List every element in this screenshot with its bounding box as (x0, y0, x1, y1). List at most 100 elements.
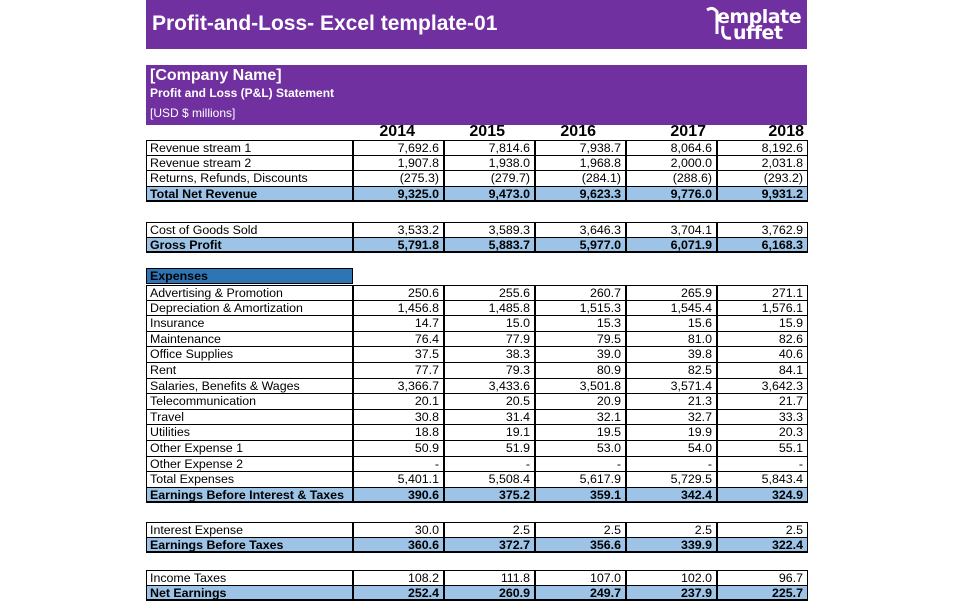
value-cell[interactable]: (284.1) (535, 171, 626, 187)
value-cell[interactable]: 15.3 (535, 316, 626, 332)
value-cell[interactable]: 3,704.1 (626, 222, 717, 238)
value-cell[interactable]: 1,485.8 (444, 300, 535, 317)
row-label-cell[interactable]: Income Taxes (146, 570, 353, 586)
value-cell[interactable]: 77.7 (353, 363, 444, 379)
value-cell[interactable]: 6,071.9 (626, 237, 717, 254)
value-cell[interactable]: 1,515.3 (535, 300, 626, 317)
value-cell[interactable]: 390.6 (353, 487, 444, 504)
value-cell[interactable]: - (353, 456, 444, 473)
row-label-cell[interactable]: Office Supplies (146, 347, 353, 363)
value-cell[interactable]: 1,907.8 (353, 155, 444, 172)
value-cell[interactable]: 19.5 (535, 425, 626, 441)
row-label-cell[interactable]: Revenue stream 1 (146, 140, 353, 156)
value-cell[interactable]: 9,325.0 (353, 186, 444, 203)
value-cell[interactable]: 342.4 (626, 487, 717, 504)
value-cell[interactable]: 107.0 (535, 570, 626, 586)
value-cell[interactable]: 38.3 (444, 347, 535, 363)
value-cell[interactable]: 5,508.4 (444, 472, 535, 488)
row-label-cell[interactable]: Other Expense 2 (146, 456, 353, 473)
value-cell[interactable]: 375.2 (444, 487, 535, 504)
value-cell[interactable]: 3,501.8 (535, 378, 626, 395)
value-cell[interactable]: 322.4 (717, 537, 808, 554)
value-cell[interactable]: 2.5 (535, 522, 626, 538)
value-cell[interactable]: 271.1 (717, 285, 808, 301)
value-cell[interactable]: 55.1 (717, 441, 808, 457)
value-cell[interactable]: 54.0 (626, 441, 717, 457)
value-cell[interactable]: 21.7 (717, 394, 808, 410)
value-cell[interactable]: 359.1 (535, 487, 626, 504)
value-cell[interactable]: 7,938.7 (535, 140, 626, 156)
value-cell[interactable]: 14.7 (353, 316, 444, 332)
value-cell[interactable]: 102.0 (626, 570, 717, 586)
value-cell[interactable]: 21.3 (626, 394, 717, 410)
value-cell[interactable]: 1,938.0 (444, 155, 535, 172)
row-label-cell[interactable]: Total Expenses (146, 472, 353, 488)
row-label-cell[interactable]: Expenses (146, 268, 353, 284)
value-cell[interactable]: 3,642.3 (717, 378, 808, 395)
value-cell[interactable]: 15.6 (626, 316, 717, 332)
value-cell[interactable]: 260.9 (444, 585, 535, 602)
value-cell[interactable]: 80.9 (535, 363, 626, 379)
value-cell[interactable]: 33.3 (717, 409, 808, 426)
value-cell[interactable]: 19.9 (626, 425, 717, 441)
value-cell[interactable]: 20.3 (717, 425, 808, 441)
value-cell[interactable]: 339.9 (626, 537, 717, 554)
value-cell[interactable]: 372.7 (444, 537, 535, 554)
value-cell[interactable]: 84.1 (717, 363, 808, 379)
value-cell[interactable]: 252.4 (353, 585, 444, 602)
value-cell[interactable]: 5,401.1 (353, 472, 444, 488)
value-cell[interactable]: 20.1 (353, 394, 444, 410)
value-cell[interactable]: 7,692.6 (353, 140, 444, 156)
row-label-cell[interactable]: Earnings Before Taxes (146, 537, 353, 554)
value-cell[interactable]: 82.5 (626, 363, 717, 379)
value-cell[interactable]: 1,576.1 (717, 300, 808, 317)
row-label-cell[interactable]: Gross Profit (146, 237, 353, 254)
row-label-cell[interactable]: Net Earnings (146, 585, 353, 602)
row-label-cell[interactable]: Insurance (146, 316, 353, 332)
value-cell[interactable]: 3,366.7 (353, 378, 444, 395)
row-label-cell[interactable]: Cost of Goods Sold (146, 222, 353, 238)
value-cell[interactable]: 2.5 (626, 522, 717, 538)
row-label-cell[interactable]: Maintenance (146, 331, 353, 348)
value-cell[interactable]: (288.6) (626, 171, 717, 187)
value-cell[interactable]: 255.6 (444, 285, 535, 301)
value-cell[interactable]: 82.6 (717, 331, 808, 348)
value-cell[interactable]: 31.4 (444, 409, 535, 426)
value-cell[interactable]: 30.8 (353, 409, 444, 426)
value-cell[interactable]: 249.7 (535, 585, 626, 602)
value-cell[interactable]: 356.6 (535, 537, 626, 554)
value-cell[interactable]: 5,977.0 (535, 237, 626, 254)
row-label-cell[interactable]: Earnings Before Interest & Taxes (146, 487, 353, 504)
value-cell[interactable]: 76.4 (353, 331, 444, 348)
row-label-cell[interactable]: Telecommunication (146, 394, 353, 410)
value-cell[interactable]: (293.2) (717, 171, 808, 187)
row-label-cell[interactable]: Salaries, Benefits & Wages (146, 378, 353, 395)
row-label-cell[interactable]: Depreciation & Amortization (146, 300, 353, 317)
value-cell[interactable]: 3,589.3 (444, 222, 535, 238)
value-cell[interactable]: 1,968.8 (535, 155, 626, 172)
value-cell[interactable]: 360.6 (353, 537, 444, 554)
value-cell[interactable]: 8,192.6 (717, 140, 808, 156)
value-cell[interactable]: 96.7 (717, 570, 808, 586)
value-cell[interactable]: 5,791.8 (353, 237, 444, 254)
value-cell[interactable]: 324.9 (717, 487, 808, 504)
value-cell[interactable]: (275.3) (353, 171, 444, 187)
value-cell[interactable]: 81.0 (626, 331, 717, 348)
value-cell[interactable]: 3,571.4 (626, 378, 717, 395)
value-cell[interactable]: 15.0 (444, 316, 535, 332)
value-cell[interactable]: 9,931.2 (717, 186, 808, 203)
value-cell[interactable]: 2,031.8 (717, 155, 808, 172)
value-cell[interactable]: 15.9 (717, 316, 808, 332)
value-cell[interactable]: 111.8 (444, 570, 535, 586)
value-cell[interactable]: 39.0 (535, 347, 626, 363)
company-name[interactable]: [Company Name] (150, 67, 282, 84)
value-cell[interactable]: 37.5 (353, 347, 444, 363)
value-cell[interactable]: 265.9 (626, 285, 717, 301)
value-cell[interactable]: 30.0 (353, 522, 444, 538)
value-cell[interactable]: - (444, 456, 535, 473)
value-cell[interactable]: 79.5 (535, 331, 626, 348)
value-cell[interactable]: 39.8 (626, 347, 717, 363)
value-cell[interactable]: 9,473.0 (444, 186, 535, 203)
value-cell[interactable]: 6,168.3 (717, 237, 808, 254)
value-cell[interactable]: 5,729.5 (626, 472, 717, 488)
